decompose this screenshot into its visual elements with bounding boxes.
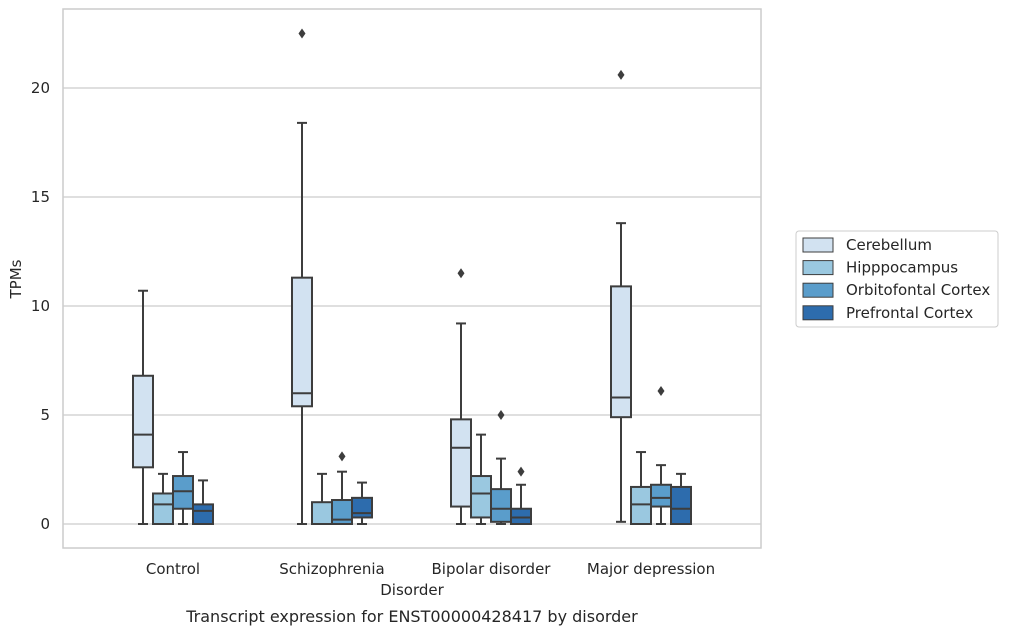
outlier-point [517, 466, 525, 477]
iqr-box [291, 276, 313, 408]
legend-swatch [802, 282, 834, 298]
y-axis-ticks: 0 5 10 15 20 [31, 79, 50, 533]
x-axis-label: Disorder [380, 581, 444, 599]
x-axis-ticks: Control Schizophrenia Bipolar disorder Majo… [146, 560, 715, 578]
box-3-1 [630, 451, 652, 526]
box-2-1 [470, 433, 492, 525]
y-tick-label: 10 [31, 297, 50, 315]
legend-swatch [802, 305, 834, 321]
y-tick-label: 5 [40, 406, 50, 424]
iqr-box [152, 492, 174, 526]
box-3-0 [610, 69, 632, 523]
x-tick-label: Control [146, 560, 200, 578]
box-1-1 [311, 472, 333, 526]
box-2-0 [450, 268, 472, 525]
legend-label: Orbitofontal Cortex [846, 281, 990, 299]
outlier-point [338, 451, 346, 462]
gridlines [63, 87, 761, 525]
plot-frame [62, 8, 762, 549]
iqr-box [670, 485, 692, 526]
iqr-box [470, 475, 492, 519]
y-axis-label: TPMs [7, 259, 25, 299]
iqr-box [351, 496, 373, 519]
x-tick-label: Major depression [587, 560, 715, 578]
iqr-box [650, 483, 672, 508]
outlier-point [617, 69, 625, 80]
legend-swatch [802, 260, 834, 276]
outlier-point [457, 268, 465, 279]
iqr-box [132, 374, 154, 469]
iqr-box [490, 488, 512, 523]
box-3-3 [670, 472, 692, 526]
box-1-0 [291, 28, 313, 525]
plot-area [132, 28, 692, 526]
legend-label: Cerebellum [846, 236, 932, 254]
iqr-box [450, 418, 472, 508]
legend-label: Prefrontal Cortex [846, 304, 973, 322]
legend-label: Hipppocampus [846, 259, 958, 277]
x-tick-label: Bipolar disorder [432, 560, 552, 578]
iqr-box [510, 507, 532, 525]
iqr-box [311, 501, 333, 526]
outlier-point [657, 386, 665, 397]
legend-swatch [802, 237, 834, 253]
box-0-1 [152, 472, 174, 526]
box-1-3 [351, 481, 373, 525]
iqr-box [630, 485, 652, 526]
iqr-box [192, 503, 214, 526]
box-0-2 [172, 451, 194, 525]
box-2-3 [510, 466, 532, 525]
y-tick-label: 0 [40, 515, 50, 533]
iqr-box [610, 285, 632, 419]
legend-frame [795, 230, 999, 328]
x-tick-label: Schizophrenia [279, 560, 384, 578]
box-1-2 [331, 451, 353, 525]
chart-caption: Transcript expression for ENST0000042841… [185, 607, 638, 626]
box-2-2 [490, 410, 512, 525]
legend: Cerebellum Hipppocampus Orbitofontal Corte… [795, 230, 999, 328]
box-0-3 [192, 479, 214, 526]
outlier-point [497, 410, 505, 420]
box-0-0 [132, 289, 154, 525]
box-3-2 [650, 386, 672, 525]
y-tick-label: 20 [31, 79, 50, 97]
outlier-point [298, 28, 306, 39]
y-tick-label: 15 [31, 188, 50, 206]
iqr-box [172, 475, 194, 510]
